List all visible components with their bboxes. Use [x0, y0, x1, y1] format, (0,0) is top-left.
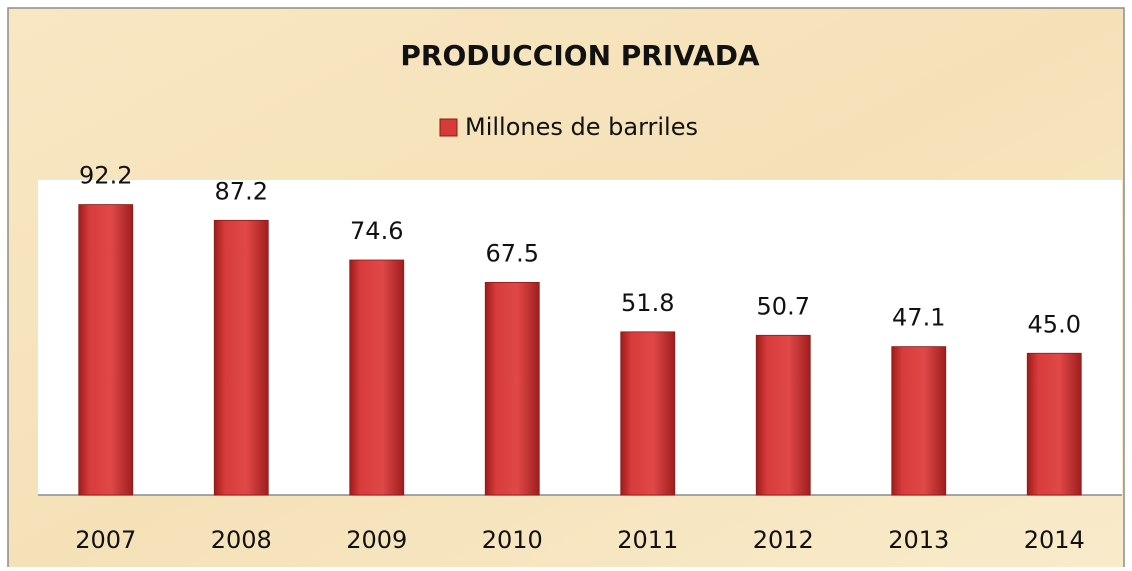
plot-area	[38, 180, 1122, 495]
data-label: 67.5	[486, 239, 539, 267]
bar	[484, 281, 540, 496]
data-label: 50.7	[757, 292, 810, 320]
bar	[620, 331, 676, 496]
x-tick-label: 2014	[1024, 526, 1085, 554]
x-tick-label: 2011	[617, 526, 678, 554]
legend-marker	[439, 118, 458, 137]
data-label: 74.6	[350, 217, 403, 245]
bar	[78, 204, 134, 496]
x-tick-label: 2007	[75, 526, 136, 554]
data-label: 87.2	[215, 177, 268, 205]
data-label: 92.2	[79, 162, 132, 190]
data-label: 47.1	[892, 304, 945, 332]
x-tick-label: 2010	[482, 526, 543, 554]
legend-label: Millones de barriles	[465, 113, 698, 141]
x-tick-label: 2008	[211, 526, 272, 554]
bar	[1026, 352, 1082, 496]
data-label: 51.8	[621, 289, 674, 317]
x-tick-label: 2012	[753, 526, 814, 554]
chart-title: PRODUCCION PRIVADA	[400, 39, 760, 72]
bar	[891, 346, 947, 496]
bar	[755, 334, 811, 496]
x-tick-label: 2013	[888, 526, 949, 554]
data-label: 45.0	[1028, 310, 1081, 338]
x-tick-label: 2009	[346, 526, 407, 554]
bar	[213, 219, 269, 496]
bar	[349, 259, 405, 496]
